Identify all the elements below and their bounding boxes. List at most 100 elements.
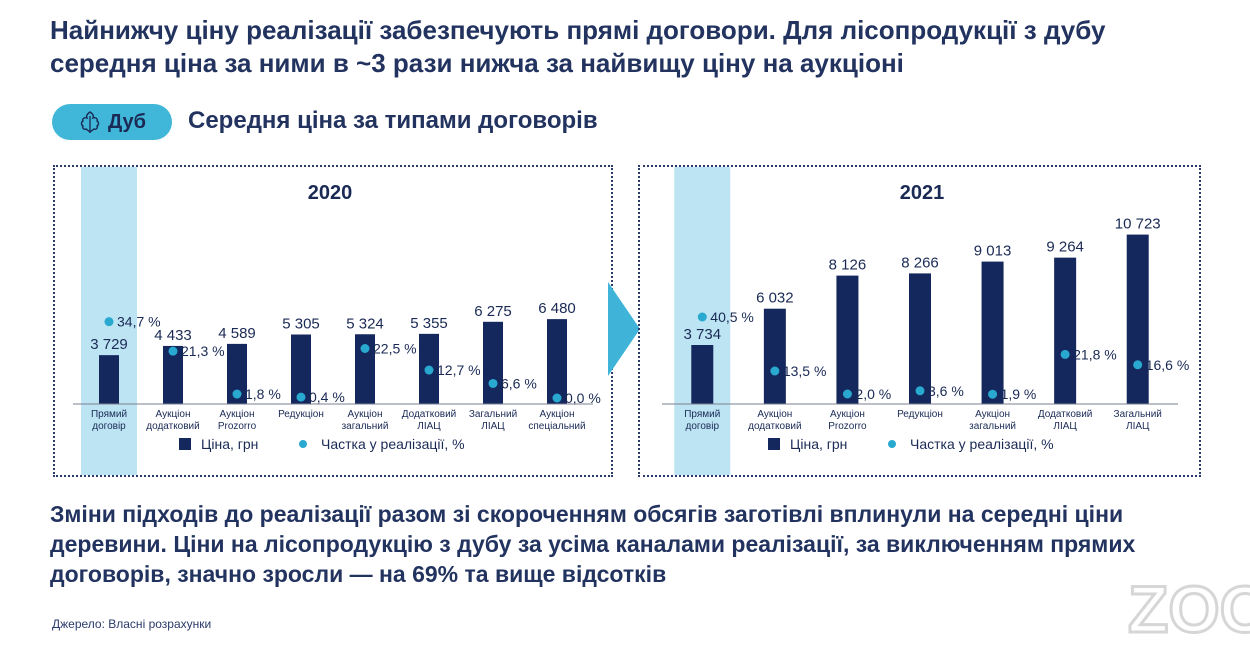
bar-value-label: 8 266 — [901, 254, 939, 271]
bar-value-label: 4 433 — [154, 327, 192, 344]
category-label: ЛІАЦ — [1126, 421, 1150, 432]
share-value-label: 12,7 % — [437, 362, 481, 378]
category-label: Prozorro — [218, 421, 257, 432]
share-value-label: 1,9 % — [1001, 386, 1037, 402]
bar-value-label: 3 734 — [684, 326, 722, 343]
bar — [355, 334, 375, 404]
share-value-label: 6,6 % — [501, 375, 537, 391]
category-label: ЛІАЦ — [417, 421, 441, 432]
share-value-label: 22,5 % — [373, 341, 417, 357]
bar-value-label: 6 480 — [538, 300, 576, 317]
category-label: Додатковий — [402, 409, 457, 420]
bar — [1126, 234, 1149, 404]
bar — [836, 275, 859, 404]
legend-label-price: Ціна, грн — [201, 436, 258, 452]
category-label: загальний — [342, 421, 389, 432]
share-value-label: 13,5 % — [783, 363, 827, 379]
bar-value-label: 4 589 — [218, 325, 256, 342]
share-value-label: 0,4 % — [309, 389, 345, 405]
share-value-label: 34,7 % — [117, 314, 161, 330]
bar — [99, 355, 119, 404]
share-dot — [104, 317, 114, 327]
legend-label-share: Частка у реалізації, % — [321, 436, 465, 452]
bar — [483, 321, 503, 404]
share-dot — [232, 389, 242, 399]
legend-label-share: Частка у реалізації, % — [910, 436, 1054, 452]
category-label: ЛІАЦ — [481, 421, 505, 432]
category-label: Редукціон — [897, 409, 943, 420]
category-label: Аукціон — [830, 409, 865, 420]
bar — [163, 345, 183, 404]
source-note: Джерело: Власні розрахунки — [52, 617, 212, 631]
category-label: Додатковий — [1038, 409, 1093, 420]
chart-title: 2021 — [900, 182, 945, 204]
share-dot — [915, 386, 925, 396]
legend-swatch-price — [179, 438, 191, 450]
bar-value-label: 9 264 — [1046, 239, 1084, 256]
bar — [1054, 257, 1077, 404]
share-dot — [1060, 349, 1070, 359]
share-dot — [296, 392, 306, 402]
zoom-watermark-logo: ZOO — [1128, 572, 1250, 642]
category-label: Аукціон — [540, 409, 575, 420]
category-label: Prozorro — [828, 421, 867, 432]
category-label: додатковий — [146, 421, 199, 432]
chart-panel-2020: 2020 3 729 34,7 % Прямий договір 4 433 21,3 % А… — [53, 165, 613, 477]
share-dot — [842, 389, 852, 399]
species-tag: Дуб — [52, 104, 172, 140]
zoom-watermark-text: ZOO — [1128, 572, 1250, 642]
category-label: Аукціон — [220, 409, 255, 420]
category-label: загальний — [969, 421, 1016, 432]
bar — [691, 345, 714, 404]
share-dot — [168, 346, 178, 356]
bar-value-label: 3 729 — [90, 336, 128, 353]
bar-value-label: 5 355 — [410, 315, 448, 332]
bar — [981, 261, 1004, 404]
share-dot — [360, 344, 370, 353]
bar — [909, 273, 931, 404]
conclusion-text: Зміни підходів до реалізації разом зі ск… — [50, 501, 1136, 587]
share-dot — [988, 389, 998, 399]
category-label: Загальний — [469, 409, 517, 420]
bar-value-label: 8 126 — [829, 257, 867, 274]
share-dot — [1133, 360, 1143, 370]
share-value-label: 2,0 % — [855, 386, 891, 402]
chart-title: 2020 — [308, 182, 353, 204]
legend-swatch-share — [888, 440, 896, 448]
chevron-right-icon — [608, 282, 640, 376]
bar-value-label: 5 305 — [282, 316, 320, 333]
category-label: Загальний — [1114, 409, 1162, 420]
category-label: Аукціон — [348, 409, 383, 420]
legend-swatch-price — [768, 438, 780, 450]
share-value-label: 1,8 % — [245, 386, 281, 402]
bar — [227, 343, 247, 404]
share-value-label: 3,6 % — [928, 383, 964, 399]
bar-value-label: 6 275 — [474, 303, 512, 320]
chart-subtitle: Середня ціна за типами договорів — [188, 107, 598, 134]
bar — [547, 319, 567, 404]
category-label: ЛІАЦ — [1053, 421, 1077, 432]
legend-label-price: Ціна, грн — [790, 436, 847, 452]
category-label: Прямий — [91, 409, 127, 420]
category-label: договір — [686, 421, 720, 432]
category-label: додатковий — [748, 421, 801, 432]
category-label: Аукціон — [757, 409, 792, 420]
bar-value-label: 9 013 — [974, 243, 1012, 260]
share-dot — [488, 378, 498, 388]
category-label: договір — [92, 421, 126, 432]
share-value-label: 16,6 % — [1146, 357, 1190, 373]
bar-value-label: 6 032 — [756, 290, 794, 307]
share-dot — [697, 312, 707, 322]
share-value-label: 0,0 % — [565, 390, 601, 406]
category-label: Прямий — [684, 409, 720, 420]
share-value-label: 21,8 % — [1073, 346, 1117, 362]
headline: Найнижчу ціну реалізації забезпечують пр… — [50, 15, 1106, 78]
chart-panel-2021: 2021 3 734 40,5 % Прямий договір 6 032 13,5 % А… — [638, 165, 1201, 477]
share-dot — [770, 366, 780, 376]
category-label: спеціальний — [528, 421, 585, 432]
bar-value-label: 10 723 — [1115, 216, 1161, 233]
category-label: Редукціон — [278, 409, 324, 420]
oak-leaf-icon — [80, 111, 100, 133]
